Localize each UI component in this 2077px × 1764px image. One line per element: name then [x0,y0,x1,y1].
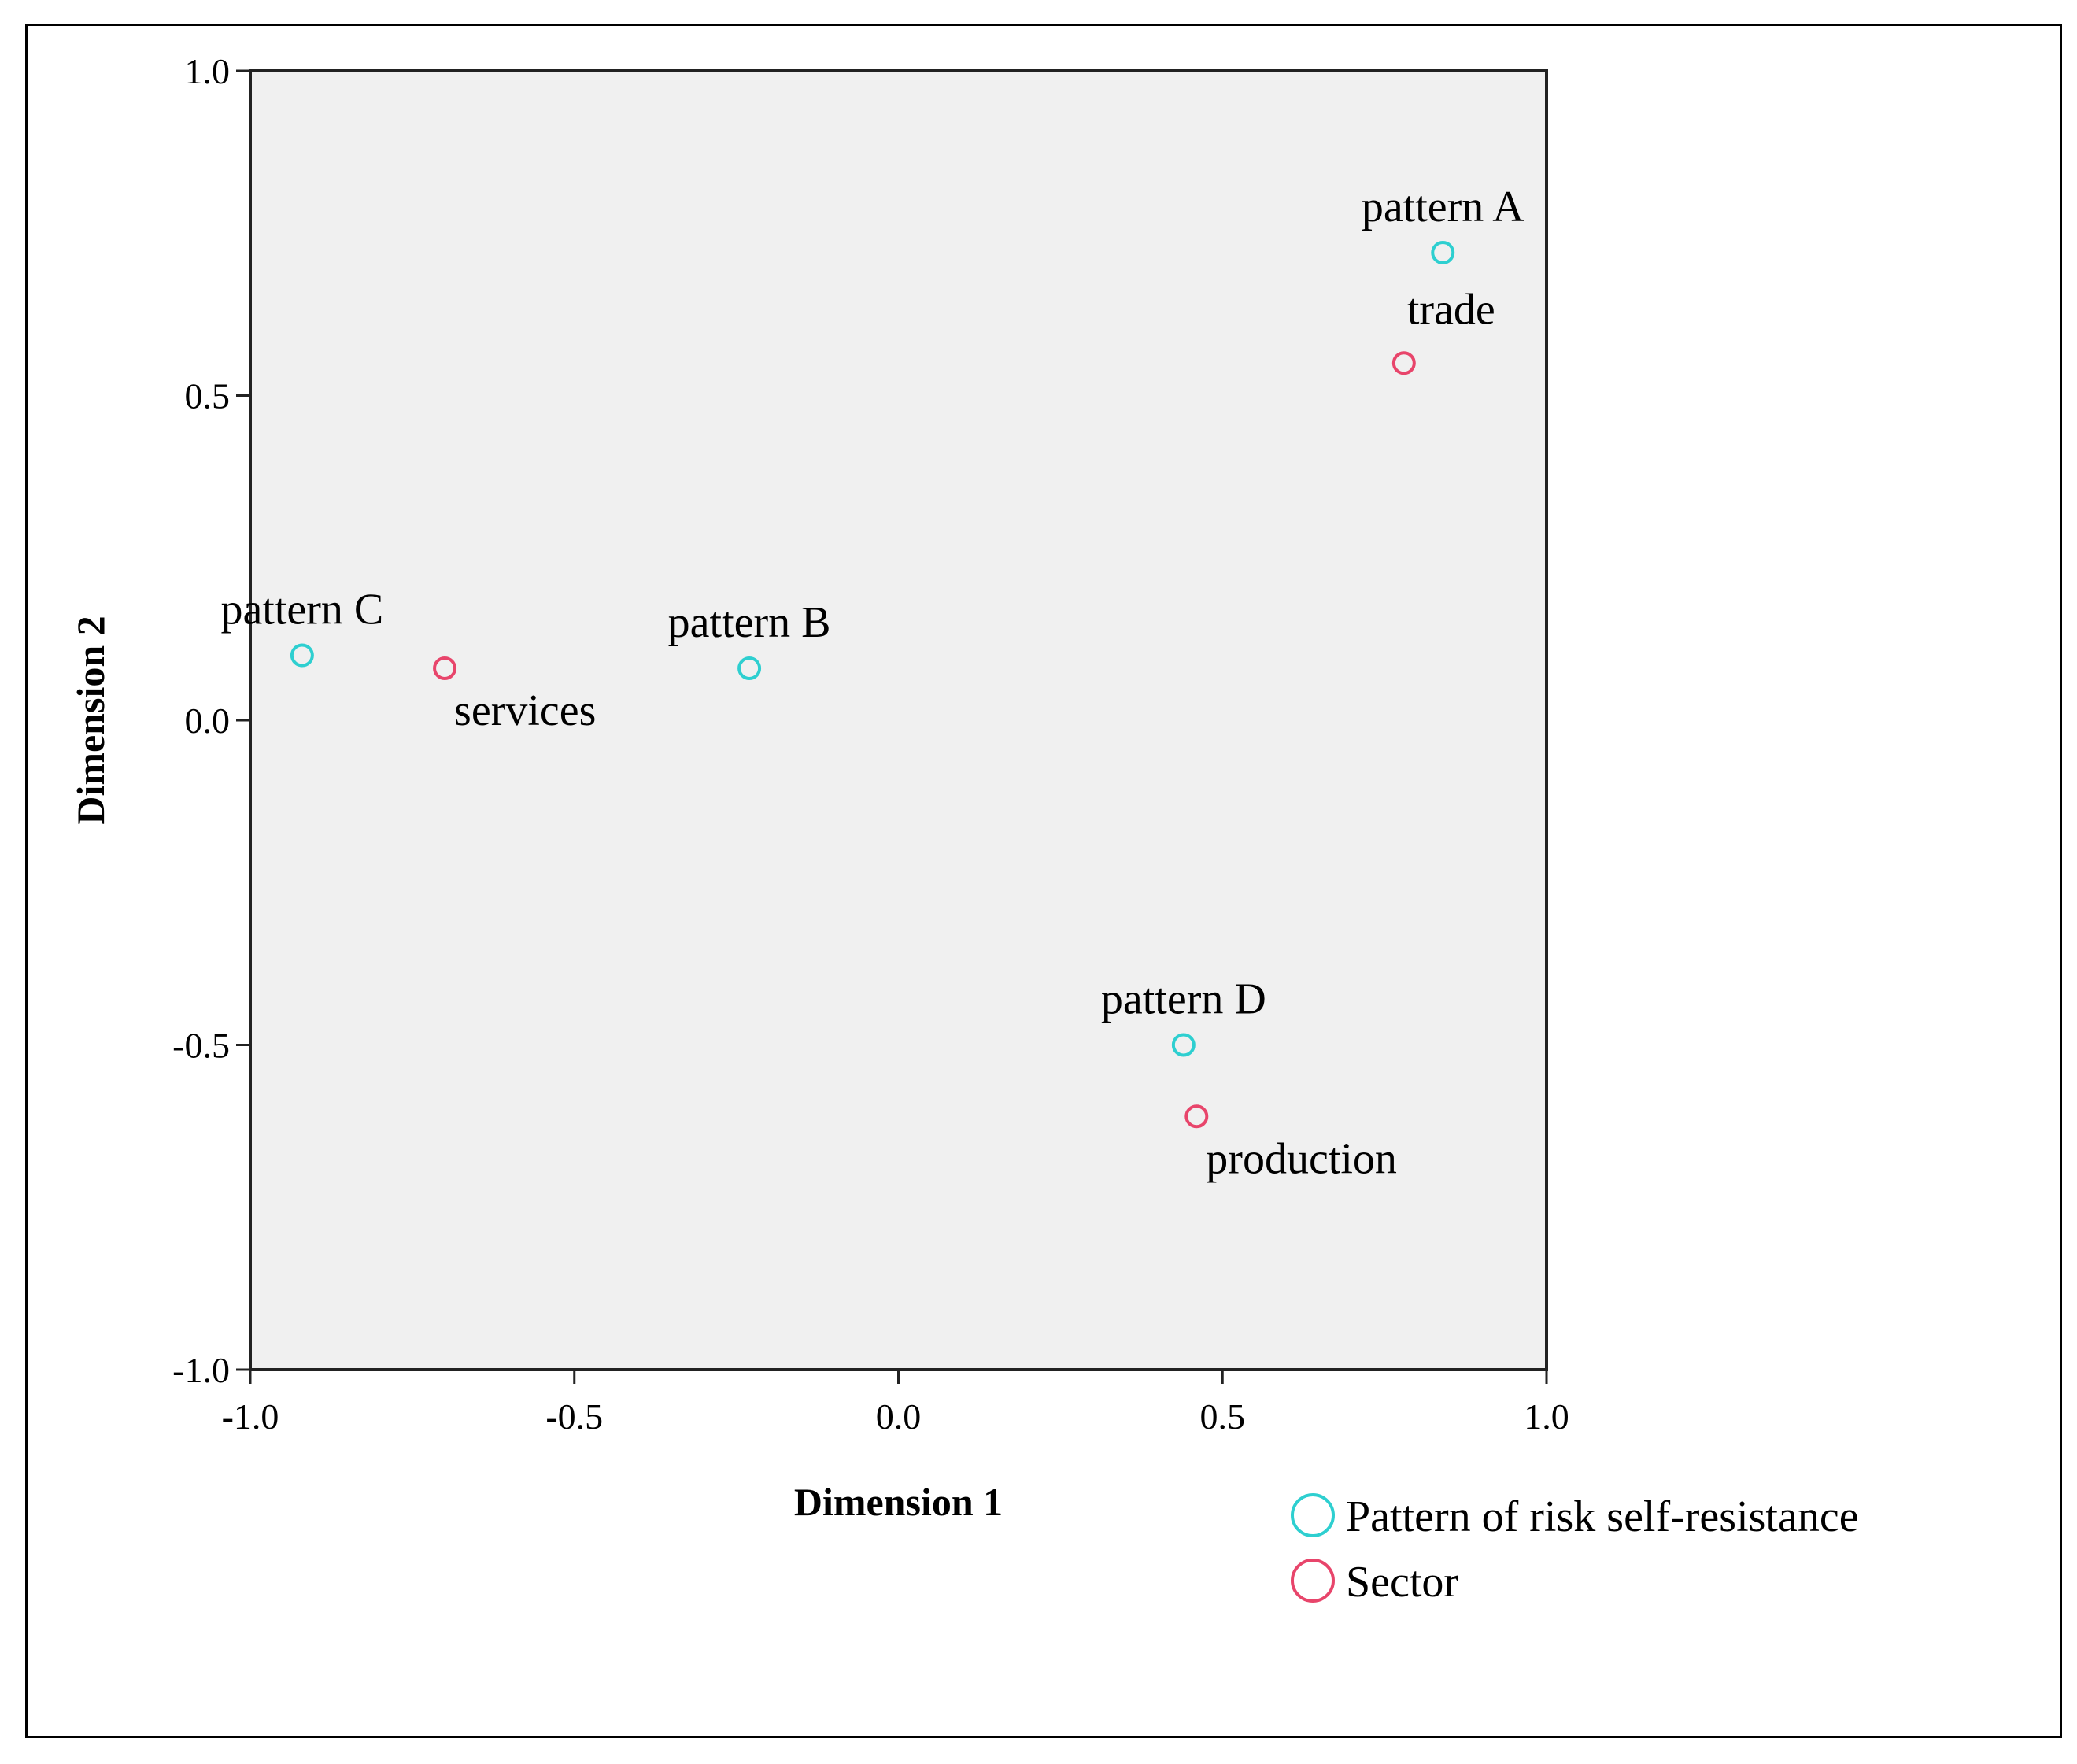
legend-label-sector: Sector [1346,1558,1458,1607]
point-marker [433,656,457,680]
legend-marker-pattern [1291,1493,1335,1537]
x-axis-title: Dimension 1 [794,1480,1003,1524]
x-tick-label: 1.0 [1524,1396,1569,1437]
point-marker [737,656,762,680]
y-tick-label: -0.5 [172,1026,230,1066]
point-marker [290,643,314,668]
x-tick-label: -0.5 [545,1396,603,1437]
y-tick-label: 0.5 [185,376,231,416]
point-label: pattern D [1101,975,1266,1024]
point-label: pattern A [1362,183,1524,231]
point-label: services [454,686,596,735]
y-tick-label: -1.0 [172,1350,230,1390]
y-tick-label: 0.0 [185,701,231,741]
y-axis-title: Dimension 2 [68,616,113,824]
point-label: trade [1407,285,1495,334]
plot-area [249,69,1548,1371]
legend-label-pattern: Pattern of risk self-resistance [1346,1492,1859,1541]
point-marker [1184,1104,1209,1129]
x-tick-label: 0.5 [1200,1396,1246,1437]
legend: Pattern of risk self-resistance Sector [1291,1492,1859,1607]
point-label: production [1206,1134,1397,1183]
x-tick-label: -1.0 [222,1396,279,1437]
y-tick-label: 1.0 [185,51,231,91]
point-marker [1391,351,1416,375]
point-label: pattern B [668,598,831,647]
point-label: pattern C [220,586,383,634]
point-marker [1171,1033,1196,1057]
data-points: pattern A pattern B pattern C pattern D trad… [220,183,1524,1183]
x-tick-label: 0.0 [876,1396,922,1437]
point-marker [1431,241,1455,264]
axis-ticks: -1.0 -0.5 0.0 0.5 1.0 -1.0 -0.5 0.0 0.5 1.0 [172,51,1569,1437]
legend-marker-sector [1291,1559,1335,1603]
